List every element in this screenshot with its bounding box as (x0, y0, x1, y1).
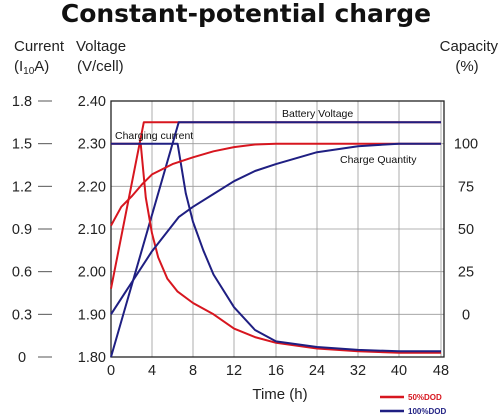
current-tick-label: 1.8 (12, 94, 32, 110)
x-tick-label: 40 (391, 363, 407, 379)
voltage-tick-label: 1.90 (78, 307, 106, 323)
series-charging-current-100dod (111, 142, 441, 353)
axes: 1.8 1.5 1.2 0.9 0.6 0.3 0 2.40 2.30 2.20 2.10 2.00 1… (12, 94, 478, 379)
x-tick-label: 4 (148, 363, 156, 379)
capacity-tick-label: 50 (458, 222, 474, 238)
chart-title: Constant-potential charge (61, 0, 431, 28)
legend-label: 50%DOD (408, 393, 442, 402)
current-axis-unit: (I10A) (14, 58, 49, 77)
current-tick-label: 1.5 (12, 137, 32, 153)
capacity-axis-unit: (%) (455, 58, 478, 75)
capacity-tick-label: 100 (454, 137, 478, 153)
plot-frame (110, 100, 445, 358)
capacity-axis-label: Capacity (440, 38, 499, 55)
current-tick-label: 0 (18, 350, 26, 366)
current-axis-label: Current (14, 38, 65, 55)
voltage-tick-label: 2.20 (78, 179, 106, 195)
annotation-charge-quantity: Charge Quantity (340, 154, 417, 166)
capacity-tick-label: 0 (462, 307, 470, 323)
voltage-tick-label: 1.80 (78, 350, 106, 366)
voltage-axis-label: Voltage (76, 38, 126, 55)
x-tick-label: 8 (189, 363, 197, 379)
series-charging-current-50dod (111, 142, 441, 354)
current-tick-label: 1.2 (12, 179, 32, 195)
annotation-charging-current: Charging current (115, 130, 193, 142)
voltage-tick-label: 2.00 (78, 265, 106, 281)
x-axis-title: Time (h) (252, 386, 307, 403)
capacity-tick-label: 75 (458, 179, 474, 195)
series-charge-quantity-50dod (110, 142, 441, 227)
voltage-axis-unit: (V/cell) (77, 58, 124, 75)
annotation-battery-voltage: Battery Voltage (282, 108, 353, 120)
current-tick-label: 0.9 (12, 222, 32, 238)
current-tick-label: 0.6 (12, 265, 32, 281)
x-tick-label: 12 (226, 363, 242, 379)
legend-label: 100%DOD (408, 407, 446, 416)
voltage-tick-label: 2.30 (78, 137, 106, 153)
x-tick-label: 48 (433, 363, 449, 379)
x-tick-label: 32 (350, 363, 366, 379)
series-charge-quantity-100dod (110, 142, 441, 315)
x-tick-label: 24 (309, 363, 325, 379)
capacity-tick-label: 25 (458, 265, 474, 281)
voltage-tick-label: 2.10 (78, 222, 106, 238)
voltage-tick-label: 2.40 (78, 94, 106, 110)
series-lines (110, 121, 441, 358)
current-tick-label: 0.3 (12, 307, 32, 323)
x-tick-label: 16 (268, 363, 284, 379)
legend: 50%DOD 100%DOD (380, 393, 446, 416)
x-tick-label: 0 (107, 363, 115, 379)
